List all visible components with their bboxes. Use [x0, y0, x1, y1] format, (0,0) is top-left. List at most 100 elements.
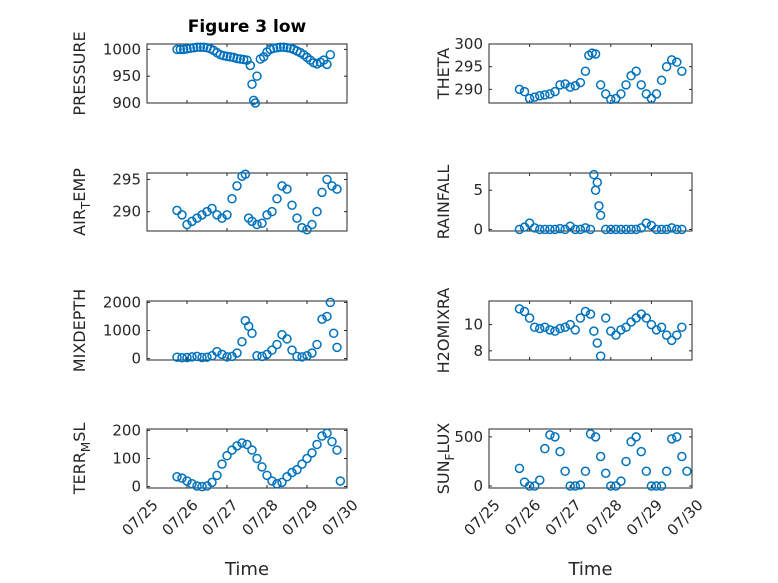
- data-point: [535, 323, 545, 334]
- data-point: [575, 77, 586, 88]
- data-point: [535, 90, 545, 101]
- data-point: [651, 325, 662, 335]
- data-point: [267, 206, 277, 217]
- y-tick-label: 200: [112, 421, 141, 439]
- subplot-5: 0 1000 2000 MIXDEPTH: [70, 289, 348, 372]
- chart-title: Figure 3 low: [188, 17, 307, 37]
- data-point: [212, 346, 222, 357]
- data-point: [529, 92, 540, 102]
- data-point: [307, 348, 317, 358]
- data-point: [550, 432, 560, 442]
- data-point: [636, 223, 646, 233]
- data-point: [232, 181, 242, 191]
- data-point: [592, 177, 603, 188]
- y-tick-label: 5: [473, 181, 483, 199]
- y-tick-label: 950: [112, 67, 141, 85]
- data-point: [524, 313, 535, 323]
- data-point: [540, 224, 550, 235]
- data-point: [238, 54, 249, 65]
- data-point: [317, 431, 327, 441]
- data-point: [631, 224, 641, 235]
- data-point: [585, 224, 596, 235]
- data-point: [237, 336, 247, 347]
- data-point: [327, 436, 337, 447]
- data-point: [580, 66, 591, 76]
- data-point: [575, 480, 586, 490]
- data-point: [272, 194, 282, 204]
- data-point: [325, 49, 336, 60]
- x-tick-label: 07/27: [542, 496, 585, 539]
- data-point: [252, 453, 262, 464]
- data-point: [302, 224, 312, 235]
- data-point: [600, 313, 611, 323]
- data-point: [661, 330, 672, 340]
- data-point: [227, 194, 237, 204]
- x-tick-label: 07/28: [582, 496, 625, 539]
- data-point: [631, 66, 641, 76]
- data-point: [555, 323, 565, 334]
- x-tick-label: 07/29: [278, 496, 321, 539]
- data-point: [297, 223, 307, 233]
- data-point: [589, 169, 599, 180]
- data-point: [217, 349, 227, 360]
- data-point: [529, 322, 540, 332]
- data-point: [656, 224, 667, 235]
- y-axis-label: SUNFLUX: [434, 423, 457, 495]
- y-tick-label: 8: [473, 342, 483, 360]
- data-point: [307, 448, 317, 458]
- subplot-4: 0 5 RAINFALL: [434, 165, 693, 239]
- data-point: [677, 66, 687, 76]
- y-axis-label: PRESSURE: [70, 31, 89, 115]
- data-point: [555, 446, 565, 457]
- y-tick-label: 10: [464, 316, 483, 334]
- data-point: [595, 451, 606, 462]
- data-point: [524, 218, 535, 228]
- data-point: [621, 456, 631, 467]
- data-point: [217, 459, 227, 469]
- data-point: [565, 82, 575, 92]
- data-point: [237, 438, 247, 448]
- data-point: [545, 224, 555, 235]
- data-point: [335, 476, 346, 486]
- axes-frame: [488, 43, 693, 104]
- data-point: [595, 210, 606, 221]
- data-point: [555, 80, 565, 90]
- data-point: [616, 325, 626, 335]
- data-point: [222, 210, 232, 220]
- data-point: [287, 345, 297, 355]
- y-tick-label: 0: [131, 478, 141, 496]
- data-point: [297, 459, 307, 469]
- data-point: [282, 184, 292, 194]
- data-point: [232, 53, 242, 64]
- data-point: [626, 437, 636, 447]
- subplot-6: 8 10 H2OMIXRA: [434, 288, 693, 373]
- y-axis-label: TERRMSL: [70, 423, 93, 496]
- data-point: [332, 445, 342, 455]
- data-point: [592, 338, 603, 348]
- data-point: [677, 224, 687, 235]
- data-point: [595, 351, 606, 361]
- data-point: [677, 322, 687, 332]
- y-tick-label: 0: [473, 477, 483, 495]
- data-point: [580, 466, 591, 477]
- data-point: [641, 466, 652, 477]
- data-point: [172, 352, 182, 362]
- data-point: [312, 339, 322, 350]
- data-point: [626, 224, 636, 235]
- data-point: [565, 481, 575, 491]
- data-point: [524, 93, 535, 104]
- data-point: [297, 352, 307, 362]
- y-axis-label: MIXDEPTH: [70, 289, 89, 372]
- data-point: [235, 54, 246, 64]
- data-point: [570, 325, 581, 335]
- data-point: [317, 314, 327, 325]
- data-point: [595, 80, 606, 90]
- data-point: [292, 213, 302, 223]
- data-point: [560, 224, 570, 235]
- x-tick-label: 07/25: [460, 496, 503, 539]
- data-point: [207, 477, 217, 488]
- data-point: [550, 86, 560, 97]
- data-point: [606, 94, 616, 105]
- data-point: [514, 84, 525, 95]
- data-point: [207, 203, 217, 214]
